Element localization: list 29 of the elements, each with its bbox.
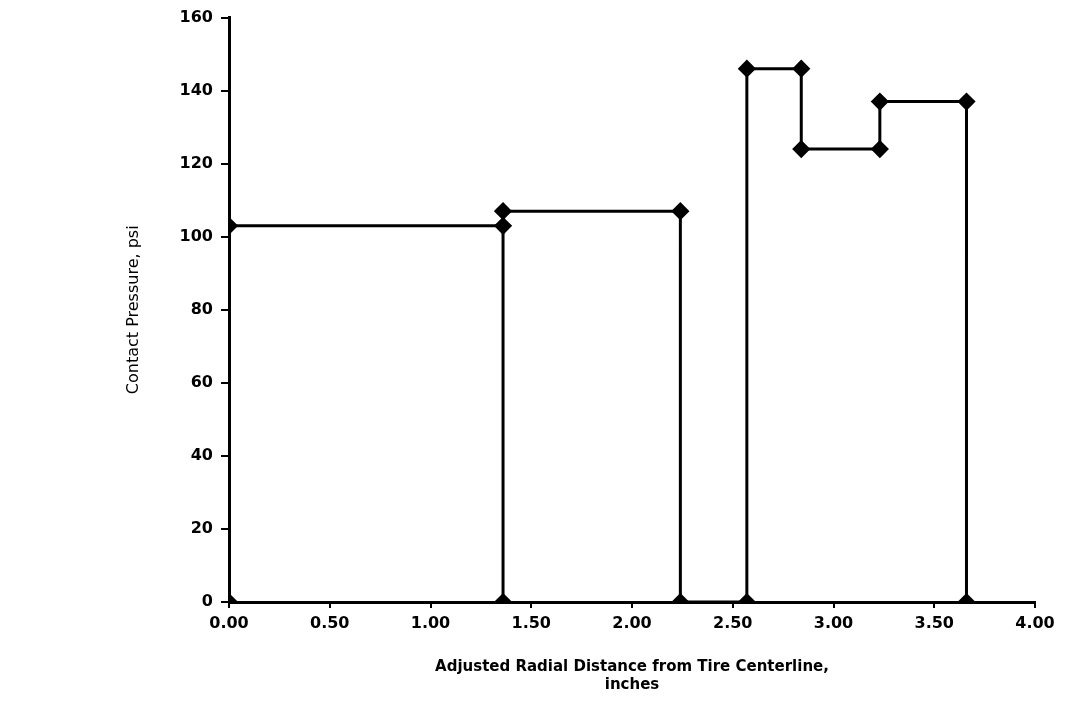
y-tick-label: 160 [179, 6, 213, 26]
x-tick-label: 2.00 [612, 612, 652, 632]
y-axis-title: Contact Pressure, psi [122, 225, 142, 395]
point [738, 60, 756, 78]
y-tick-label: 0 [201, 591, 213, 611]
point [494, 202, 512, 220]
x-axis-title: Adjusted Radial Distance from Tire Centerline, inches [435, 656, 829, 693]
point [792, 60, 810, 78]
y-tick-label: 100 [179, 225, 213, 245]
y-tick-label: 60 [190, 372, 213, 392]
point [792, 140, 810, 158]
x-tick-label: 2.50 [713, 612, 753, 632]
y-tick-label: 120 [179, 152, 213, 172]
x-tick-label: 4.00 [1015, 612, 1055, 632]
x-tick-label: 0.00 [209, 612, 249, 632]
point [871, 93, 889, 111]
x-tick-label: 3.50 [914, 612, 954, 632]
point [494, 217, 512, 235]
x-tick-label: 0.50 [310, 612, 350, 632]
y-tick-label: 40 [190, 445, 213, 465]
y-tick-label: 20 [190, 518, 213, 538]
x-tick-label: 3.00 [813, 612, 854, 632]
point [671, 202, 689, 220]
y-tick-label: 80 [190, 298, 213, 318]
point [871, 140, 889, 158]
point [957, 93, 975, 111]
y-tick-label: 140 [179, 79, 213, 99]
x-tick-label: 1.50 [511, 612, 551, 632]
x-tick-label: 1.00 [410, 612, 451, 632]
